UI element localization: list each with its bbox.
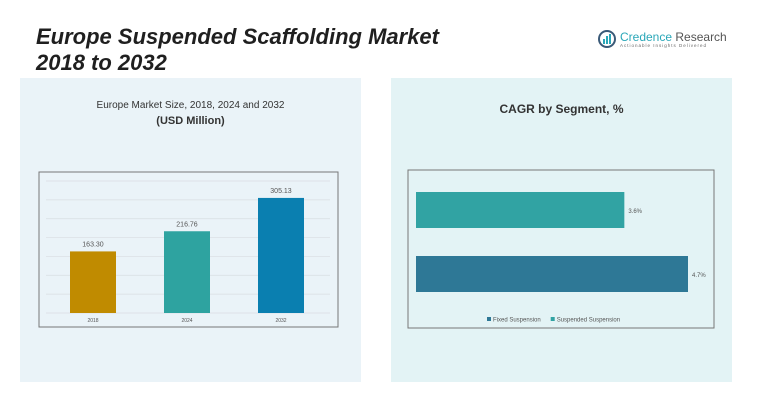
logo-name: Credence <box>620 29 673 44</box>
title-line-1: Europe Suspended Scaffolding Market <box>36 24 439 49</box>
legend-swatch <box>487 317 491 321</box>
logo-tagline: Actionable Insights Delivered <box>620 42 708 48</box>
market-size-title: Europe Market Size, 2018, 2024 and 2032 <box>96 100 285 111</box>
title-line-2: 2018 to 2032 <box>36 50 167 75</box>
data-label-1: 4.7% <box>692 273 706 279</box>
logo: Credence Research Actionable Insights De… <box>598 30 727 48</box>
bar-fixed-suspension <box>416 256 688 292</box>
logo-name-2: Research <box>675 29 727 44</box>
x-tick-2018: 2018 <box>87 318 98 324</box>
x-tick-2024: 2024 <box>181 318 192 324</box>
bar-2018 <box>70 251 116 313</box>
data-label-2018: 163.30 <box>82 241 104 248</box>
data-label-2032: 305.13 <box>270 188 292 195</box>
data-label-2024: 216.76 <box>176 221 198 228</box>
page-title: Europe Suspended Scaffolding Market 2018… <box>36 24 439 76</box>
x-tick-2032: 2032 <box>275 318 286 324</box>
market-size-chart-frame <box>38 171 339 328</box>
market-size-panel: Europe Market Size, 2018, 2024 and 2032 … <box>20 78 361 382</box>
cagr-chart-frame <box>407 169 715 329</box>
data-label-0: 3.6% <box>628 209 642 215</box>
logo-icon <box>598 30 616 48</box>
legend-swatch <box>550 317 555 321</box>
bar-suspended-suspension <box>416 192 625 228</box>
cagr-title: CAGR by Segment, % <box>499 102 624 116</box>
legend-label: Fixed Suspension <box>493 318 541 324</box>
cagr-panel: CAGR by Segment, % <box>391 78 732 382</box>
legend-label: Suspended Suspension <box>557 318 620 324</box>
bar-2032 <box>258 197 304 313</box>
bar-2024 <box>164 231 210 313</box>
market-size-unit: (USD Million) <box>156 115 225 127</box>
